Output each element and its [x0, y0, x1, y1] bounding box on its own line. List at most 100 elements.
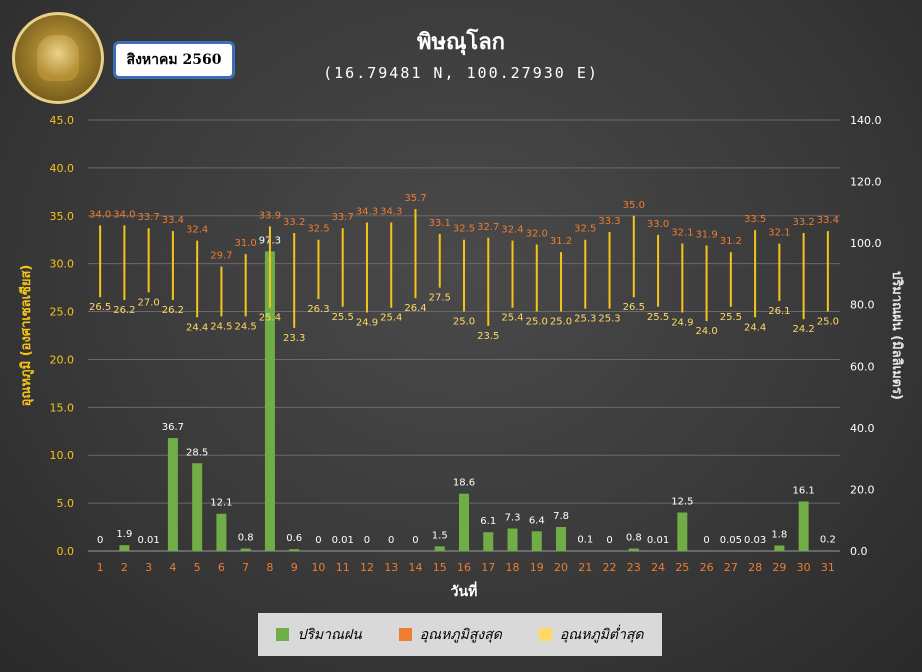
tmin-data-label: 24.4	[744, 322, 766, 333]
y-right-tick-label: 120.0	[850, 176, 882, 189]
legend-swatch-tmax	[398, 628, 412, 641]
rain-data-label: 0.05	[720, 535, 742, 546]
rain-bar	[677, 512, 688, 551]
x-tick-label: 25	[675, 561, 689, 574]
tmax-data-label: 33.4	[817, 215, 839, 226]
tmin-data-label: 26.5	[89, 302, 111, 313]
tmax-data-label: 32.5	[453, 224, 475, 235]
rain-data-label: 6.4	[529, 515, 545, 526]
x-tick-label: 22	[603, 561, 617, 574]
rain-bar	[531, 531, 542, 551]
legend-item-tmin: อุณหภูมิต่ำสุด	[538, 624, 644, 646]
x-tick-label: 23	[627, 561, 641, 574]
rain-bar	[264, 251, 275, 551]
rain-data-label: 0.8	[238, 533, 254, 544]
rain-data-label: 0.01	[332, 535, 354, 546]
x-tick-label: 9	[291, 561, 298, 574]
tmin-data-label: 25.4	[380, 313, 402, 324]
x-tick-label: 20	[554, 561, 568, 574]
tmax-data-label: 32.4	[186, 225, 208, 236]
x-tick-label: 11	[336, 561, 350, 574]
rain-bar	[822, 550, 833, 551]
y-right-axis-title: ปริมาณฝน (มิลลิเมตร)	[889, 271, 904, 400]
y-right-tick-label: 80.0	[850, 299, 875, 312]
tmin-data-label: 26.4	[404, 303, 426, 314]
rain-data-label: 0.01	[138, 535, 160, 546]
rain-data-label: 1.9	[116, 529, 132, 540]
x-tick-label: 13	[384, 561, 398, 574]
x-tick-label: 15	[433, 561, 447, 574]
rain-data-label: 0.1	[577, 535, 593, 546]
tmin-data-label: 25.4	[501, 313, 523, 324]
tmin-data-label: 24.0	[695, 326, 717, 337]
tmin-data-label: 25.0	[817, 317, 839, 328]
rain-bar	[119, 545, 130, 551]
y-right-tick-label: 140.0	[850, 114, 882, 127]
rain-bar	[774, 545, 785, 551]
x-tick-label: 8	[266, 561, 273, 574]
y-left-tick-label: 20.0	[50, 353, 75, 366]
rain-data-label: 0	[388, 535, 394, 546]
x-tick-label: 6	[218, 561, 225, 574]
y-left-tick-label: 45.0	[50, 114, 75, 127]
tmax-data-label: 31.2	[720, 236, 742, 247]
x-tick-label: 30	[797, 561, 811, 574]
tmax-data-label: 32.5	[307, 224, 329, 235]
x-tick-label: 5	[194, 561, 201, 574]
rain-bar	[628, 548, 639, 551]
legend-item-rain: ปริมาณฝน	[276, 624, 362, 646]
chart-subtitle: (16.79481 N, 100.27930 E)	[323, 64, 599, 82]
tmin-data-label: 25.0	[526, 317, 548, 328]
y-left-tick-label: 5.0	[57, 497, 75, 510]
seal-emblem	[37, 35, 79, 81]
x-tick-label: 1	[97, 561, 104, 574]
rain-data-label: 0	[412, 535, 418, 546]
tmax-data-label: 33.0	[647, 219, 669, 230]
rain-bar	[216, 513, 227, 551]
tmax-data-label: 33.5	[744, 214, 766, 225]
tmin-data-label: 24.4	[186, 322, 208, 333]
tmax-data-label: 31.0	[235, 238, 257, 249]
rain-data-label: 1.5	[432, 530, 448, 541]
tmin-data-label: 24.9	[671, 318, 693, 329]
rain-data-label: 0	[703, 535, 709, 546]
rain-bar	[240, 548, 251, 551]
tmin-data-label: 25.3	[574, 314, 596, 325]
y-right-tick-label: 40.0	[850, 422, 875, 435]
tmax-data-label: 33.9	[259, 210, 281, 221]
rain-data-label: 0	[606, 535, 612, 546]
tmin-data-label: 26.2	[113, 305, 135, 316]
y-left-tick-label: 35.0	[50, 210, 75, 223]
tmin-data-label: 26.2	[162, 305, 184, 316]
tmax-data-label: 34.3	[380, 206, 402, 217]
rain-data-label: 28.5	[186, 447, 208, 458]
legend-item-tmax: อุณหภูมิสูงสุด	[398, 624, 502, 646]
tmax-data-label: 33.7	[332, 212, 354, 223]
tmin-data-label: 27.0	[138, 297, 160, 308]
tmax-data-label: 34.0	[113, 209, 135, 220]
x-tick-label: 26	[700, 561, 714, 574]
tmin-data-label: 23.5	[477, 331, 499, 342]
tmax-data-label: 33.3	[598, 216, 620, 227]
tmin-data-label: 23.3	[283, 333, 305, 344]
rain-bar	[192, 463, 203, 551]
rain-data-label: 1.8	[771, 529, 787, 540]
y-right-tick-label: 0.0	[850, 545, 868, 558]
rain-data-label: 0	[97, 535, 103, 546]
tmin-data-label: 24.5	[235, 321, 257, 332]
rain-data-label: 12.5	[671, 497, 693, 508]
rain-bar	[459, 493, 469, 551]
tmax-data-label: 33.4	[162, 215, 184, 226]
tmax-data-label: 35.7	[404, 193, 426, 204]
tmax-data-label: 32.4	[501, 225, 523, 236]
rain-data-label: 0.03	[744, 535, 766, 546]
x-tick-label: 19	[530, 561, 544, 574]
tmax-data-label: 33.7	[138, 212, 160, 223]
y-left-tick-label: 40.0	[50, 162, 75, 175]
rain-bar	[434, 546, 445, 551]
tmin-data-label: 25.0	[453, 317, 475, 328]
tmin-data-label: 25.0	[550, 317, 572, 328]
y-right-tick-label: 100.0	[850, 237, 882, 250]
rain-data-label: 6.1	[480, 516, 496, 527]
y-right-tick-label: 20.0	[850, 483, 875, 496]
